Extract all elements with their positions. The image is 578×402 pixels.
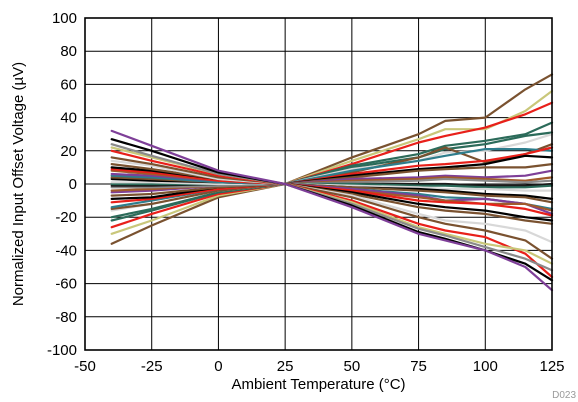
x-tick-label: -50 [74,358,96,375]
y-tick-labels: -100 -80 -60 -40 -20 0 20 40 60 80 100 [47,10,77,359]
series-line [110,73,554,245]
series-line [110,159,554,244]
x-tick-label: 75 [410,358,427,375]
series-line [110,138,554,282]
figure-id: D023 [552,390,576,401]
series-line [110,168,554,217]
y-tick-label: -40 [55,242,77,259]
y-axis-title: Normalized Input Offset Voltage (µV) [10,62,27,306]
series-line [110,146,554,204]
y-tick-label: 60 [60,76,77,93]
x-tick-label: 25 [277,358,294,375]
y-tick-label: -80 [55,309,77,326]
x-tick-label: -25 [141,358,163,375]
x-tick-labels: -50 -25 0 25 50 75 100 125 [74,358,564,375]
x-tick-label: 125 [539,358,564,375]
series-line [110,143,554,272]
y-tick-label: -20 [55,209,77,226]
series-line [110,131,554,219]
series-line [110,181,554,192]
x-tick-label: 0 [214,358,222,375]
plot-frame [84,17,553,351]
y-tick-label: 20 [60,143,77,160]
y-tick-label: -100 [47,342,77,359]
series-lines [110,73,554,292]
y-tick-label: -60 [55,276,77,293]
series-line [110,154,554,200]
x-axis-title: Ambient Temperature (°C) [231,376,405,393]
series-line [110,129,554,292]
y-tick-label: 40 [60,110,77,127]
y-tick-label: 0 [69,176,77,193]
y-tick-label: 100 [52,10,77,27]
series-line [110,101,554,229]
y-tick-label: 80 [60,43,77,60]
series-line [110,177,554,189]
series-line [110,156,554,260]
series-line [110,149,554,279]
x-tick-label: 50 [344,358,361,375]
x-tick-label: 100 [473,358,498,375]
series-line [110,163,554,197]
series-line [110,163,554,225]
